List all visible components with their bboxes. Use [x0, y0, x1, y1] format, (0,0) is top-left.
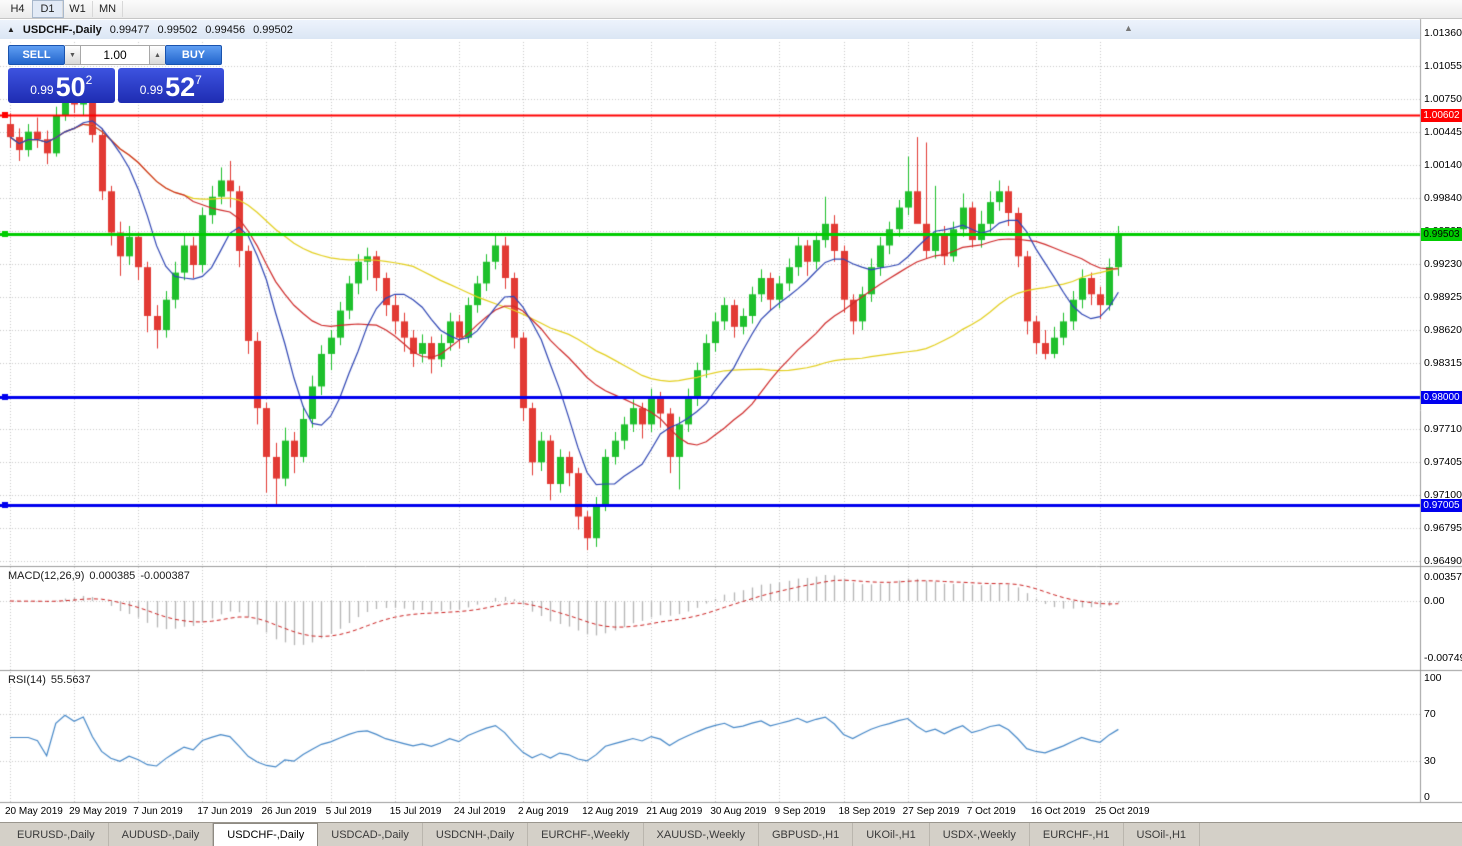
date-axis-label: 7 Jun 2019 [133, 806, 183, 817]
macd-axis-label: -0.00749 [1424, 652, 1462, 664]
price-axis-label: 0.98620 [1424, 324, 1462, 337]
sell-price-big: 50 [55, 72, 86, 102]
date-axis-label: 18 Sep 2019 [838, 806, 896, 817]
price-axis-label: 1.00445 [1424, 126, 1462, 139]
rsi-name: RSI(14) [8, 674, 46, 686]
rsi-value: 55.5637 [50, 674, 91, 686]
volume-increase-spinner[interactable]: ▲ [150, 45, 165, 65]
price-axis-label: 0.99230 [1424, 257, 1462, 270]
price-axis-label: 0.98315 [1424, 357, 1462, 370]
chart-symbol-icon: ▲ [7, 25, 15, 34]
rsi-axis-label: 70 [1424, 707, 1436, 720]
sell-button[interactable]: SELL [8, 45, 65, 65]
hline-price-tag: 0.98000 [1421, 390, 1462, 404]
rsi-axis-label: 100 [1424, 672, 1442, 684]
timeframe-button-h4[interactable]: H4 [3, 1, 33, 17]
chart-shift-marker-icon[interactable]: ▲ [1124, 23, 1133, 33]
date-axis-label: 25 Oct 2019 [1095, 806, 1150, 817]
sell-price-button[interactable]: 0.99 50 2 [8, 68, 115, 103]
hline-price-tag: 0.99503 [1421, 227, 1462, 241]
sell-price-prefix: 0.99 [30, 83, 54, 97]
date-axis-label: 24 Jul 2019 [453, 806, 506, 817]
price-axis-label: 0.97100 [1424, 488, 1462, 501]
bottom-tab-eurchf-weekly[interactable]: EURCHF-,Weekly [528, 823, 644, 846]
price-axis-label: 0.96795 [1424, 521, 1462, 534]
date-axis-label: 30 Aug 2019 [710, 806, 767, 817]
bottom-tab-eurusd-daily[interactable]: EURUSD-,Daily [4, 823, 109, 846]
bottom-tab-usdx-weekly[interactable]: USDX-,Weekly [930, 823, 1030, 846]
ohlc-high: 0.99502 [157, 23, 198, 36]
price-axis-label: 1.01055 [1424, 60, 1462, 73]
macd-axis-label: 0.003574 [1424, 571, 1462, 583]
hline-price-tag: 1.00602 [1421, 108, 1462, 122]
buy-price-button[interactable]: 0.99 52 7 [117, 68, 224, 103]
bottom-tab-xauusd-weekly[interactable]: XAUUSD-,Weekly [644, 823, 759, 846]
buy-price-prefix: 0.99 [139, 83, 164, 97]
bottom-tab-usdchf-daily[interactable]: USDCHF-,Daily [213, 823, 319, 846]
volume-input[interactable] [80, 45, 150, 65]
price-axis-label: 1.01360 [1424, 27, 1462, 39]
price-axis-label: 0.97405 [1424, 455, 1462, 468]
date-axis-label: 5 Jul 2019 [325, 806, 372, 817]
timeframe-button-d1[interactable]: D1 [32, 0, 64, 18]
ohlc-open: 0.99477 [109, 23, 150, 36]
chart-title-strip: ▲ USDCHF-,Daily 0.99477 0.99502 0.99456 … [0, 20, 1420, 39]
one-click-trade-panel: SELL ▼ ▲ BUY 0.99 50 2 0.99 52 7 [8, 45, 224, 103]
date-axis-label: 7 Oct 2019 [966, 806, 1016, 817]
date-axis-label: 29 May 2019 [69, 806, 127, 817]
macd-value-main: 0.000385 [89, 570, 136, 582]
bottom-tab-usoil-h1[interactable]: USOil-,H1 [1124, 823, 1201, 846]
hline-price-tag: 0.97005 [1421, 498, 1462, 512]
ohlc-low: 0.99456 [205, 23, 246, 36]
bottom-tab-gbpusd-h1[interactable]: GBPUSD-,H1 [759, 823, 854, 846]
timeframe-button-w1[interactable]: W1 [63, 1, 93, 17]
bottom-tab-audusd-daily[interactable]: AUDUSD-,Daily [109, 823, 214, 846]
ohlc-close: 0.99502 [253, 23, 293, 36]
price-axis-label: 0.96490 [1424, 555, 1462, 567]
rsi-axis-label: 0 [1424, 791, 1430, 803]
bottom-tab-eurchf-h1[interactable]: EURCHF-,H1 [1030, 823, 1124, 846]
date-axis-label: 2 Aug 2019 [517, 806, 569, 817]
timeframe-toolbar: H4 D1 W1 MN [0, 0, 1462, 19]
date-axis-label: 26 Jun 2019 [261, 806, 317, 817]
price-axis-label: 1.00750 [1424, 93, 1462, 106]
date-axis-label: 21 Aug 2019 [646, 806, 703, 817]
date-axis-label: 27 Sep 2019 [902, 806, 960, 817]
date-axis-label: 16 Oct 2019 [1030, 806, 1086, 817]
volume-decrease-spinner[interactable]: ▼ [65, 45, 80, 65]
buy-price-big: 52 [165, 72, 196, 102]
chart-symbol-label: USDCHF-,Daily [22, 23, 102, 36]
date-axis-label: 17 Jun 2019 [197, 806, 253, 817]
timeframe-button-mn[interactable]: MN [93, 1, 123, 17]
price-axis-label: 0.97710 [1424, 422, 1462, 435]
rsi-indicator-label: RSI(14) 55.5637 [8, 674, 96, 686]
macd-indicator-label: MACD(12,26,9) 0.000385 -0.000387 [8, 570, 195, 582]
rsi-axis-label: 30 [1424, 755, 1436, 768]
price-axis-label: 1.00140 [1424, 159, 1462, 172]
buy-price-sup: 7 [195, 73, 202, 87]
date-axis-label: 12 Aug 2019 [582, 806, 639, 817]
date-axis-label: 20 May 2019 [5, 806, 63, 817]
sell-price-sup: 2 [85, 73, 93, 87]
macd-axis-label: 0.00 [1424, 594, 1445, 607]
price-axis-label: 0.99840 [1424, 191, 1462, 204]
buy-button[interactable]: BUY [165, 45, 222, 65]
date-axis-label: 9 Sep 2019 [774, 806, 826, 817]
bottom-tab-usdcad-daily[interactable]: USDCAD-,Daily [318, 823, 423, 846]
macd-name: MACD(12,26,9) [8, 570, 85, 582]
price-axis-label: 0.98925 [1424, 291, 1462, 303]
bottom-tab-usdcnh-daily[interactable]: USDCNH-,Daily [423, 823, 529, 846]
symbol-tab-bar: EURUSD-,Daily AUDUSD-,Daily USDCHF-,Daily U… [0, 822, 1462, 846]
date-axis-label: 15 Jul 2019 [389, 806, 442, 817]
macd-value-signal: -0.000387 [140, 570, 190, 582]
bottom-tab-ukoil-h1[interactable]: UKOil-,H1 [853, 823, 930, 846]
